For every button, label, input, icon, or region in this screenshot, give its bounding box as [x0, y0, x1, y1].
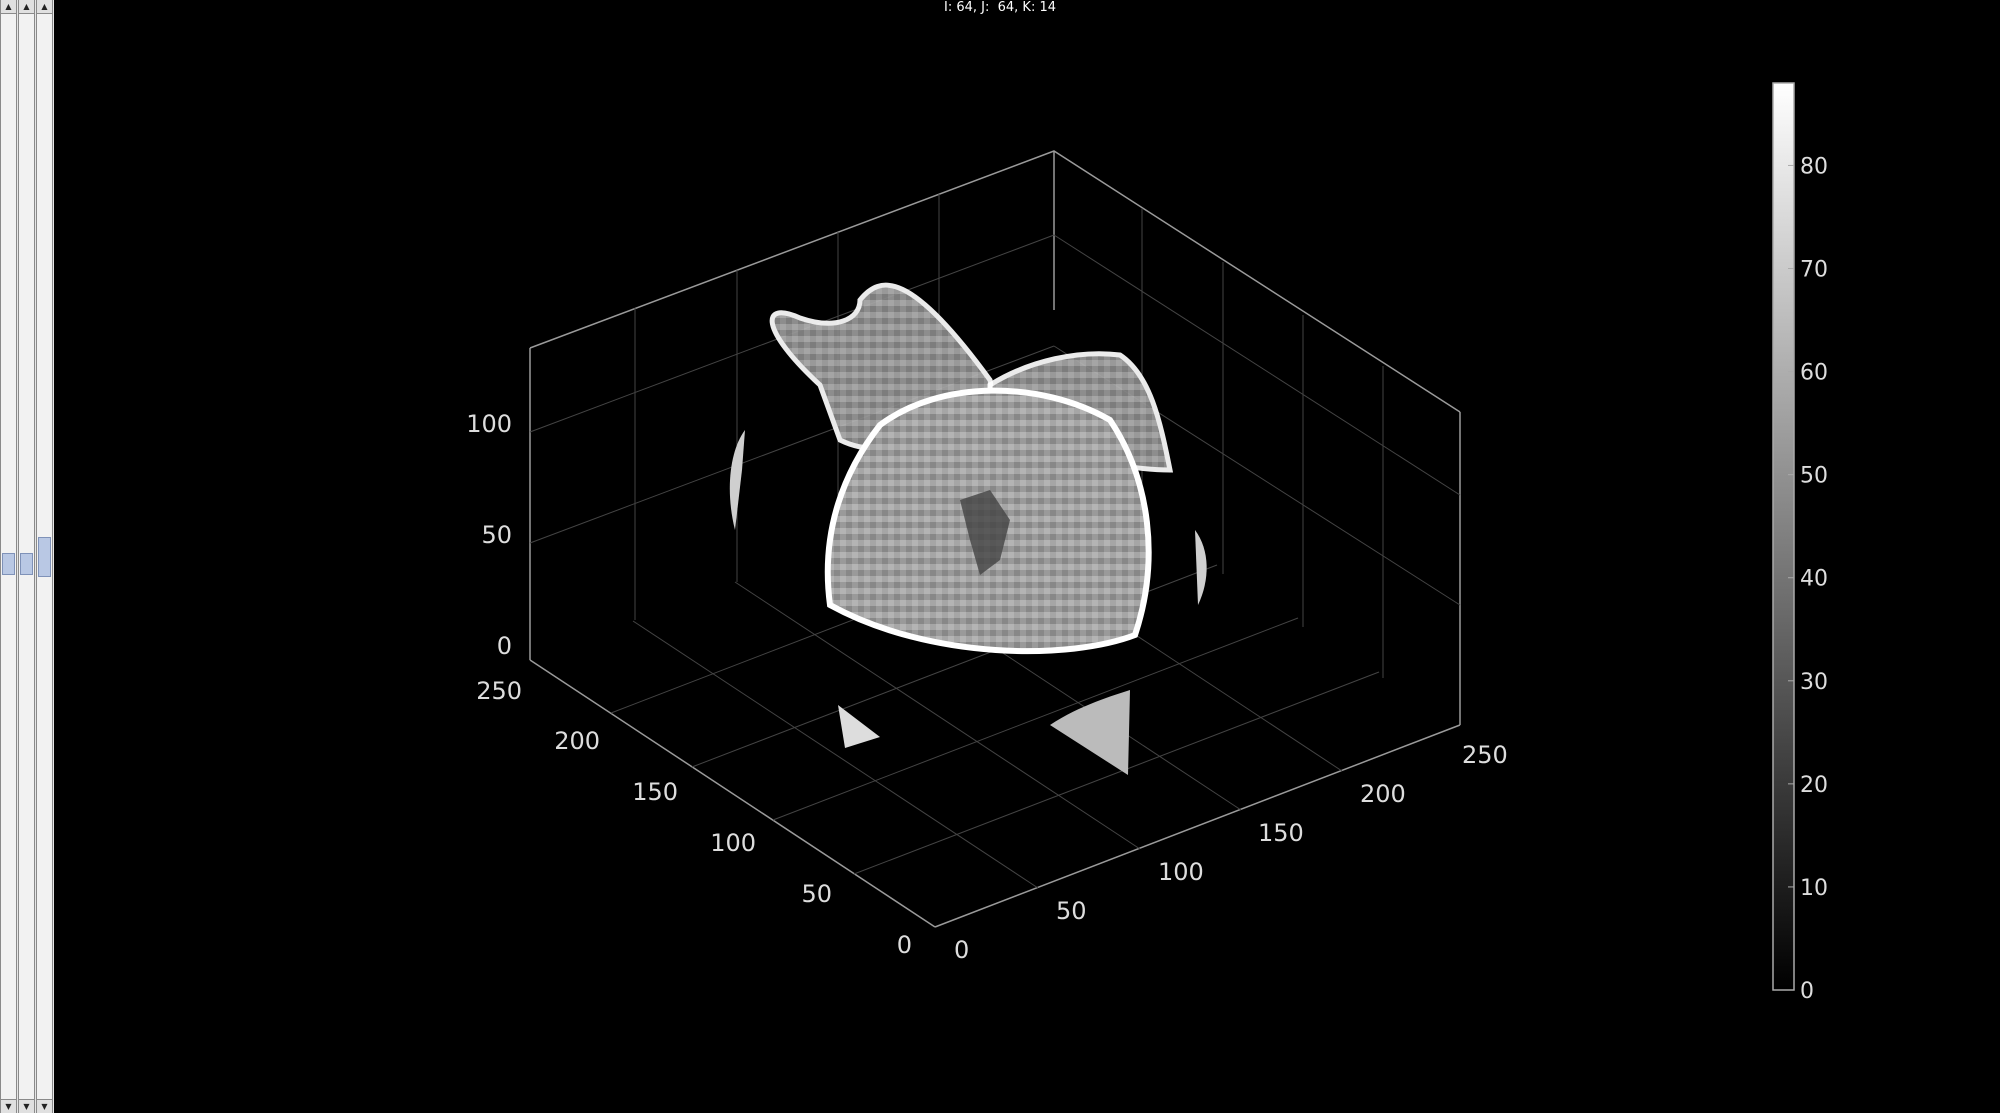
y-tick-label: 250	[476, 677, 522, 705]
y-tick-label: 100	[710, 829, 756, 857]
colorbar-tick-label: 30	[1800, 670, 1828, 695]
z-tick-label: 100	[466, 410, 512, 438]
z-axis-ticks: 0 50 100	[466, 410, 512, 660]
z-tick-label: 50	[481, 521, 512, 549]
scroll-up-arrow-icon[interactable]: ▲	[19, 0, 34, 14]
colorbar-tick-label: 60	[1800, 361, 1828, 386]
slice-edge-artifact	[729, 430, 745, 530]
dark-structure	[960, 490, 1010, 575]
slice-slider-panel: ▲ ▼ ▲ ▼ ▲ ▼	[0, 0, 54, 1113]
x-tick-label: 50	[1056, 897, 1087, 925]
slider-i[interactable]: ▲ ▼	[0, 0, 17, 1113]
box-top-back-edge	[529, 150, 1461, 413]
x-tick-label: 200	[1360, 780, 1406, 808]
scroll-up-arrow-icon[interactable]: ▲	[1, 0, 16, 14]
colorbar-tick-label: 70	[1800, 258, 1828, 283]
x-tick-label: 0	[954, 936, 969, 964]
colorbar-tick-label: 40	[1800, 567, 1828, 592]
x-tick-label: 250	[1462, 741, 1508, 769]
x-tick-label: 150	[1258, 819, 1304, 847]
slider-j[interactable]: ▲ ▼	[18, 0, 35, 1113]
scroll-down-arrow-icon[interactable]: ▼	[1, 1099, 16, 1113]
x-tick-label: 100	[1158, 858, 1204, 886]
y-axis-ticks: 0 50 100 150 200 250	[476, 677, 912, 959]
box-bottom-left-edge	[529, 659, 936, 928]
slider-k[interactable]: ▲ ▼	[36, 0, 53, 1113]
scroll-up-arrow-icon[interactable]: ▲	[37, 0, 52, 14]
colorbar-gradient	[1772, 82, 1795, 991]
axes-box	[529, 150, 1461, 928]
colorbar: 0 10 20 30 40 50 60 70 80	[1772, 82, 1828, 1004]
volume-slices	[729, 282, 1207, 775]
slice-index-readout: I: 64, J: 64, K: 14	[943, 0, 1057, 15]
y-tick-label: 50	[801, 880, 832, 908]
slider-thumb[interactable]	[38, 537, 51, 577]
z-tick-label: 0	[497, 632, 512, 660]
slice-edge-artifact	[838, 705, 880, 748]
y-tick-label: 200	[554, 727, 600, 755]
colorbar-tick-label: 10	[1800, 876, 1828, 901]
colorbar-tick-label: 20	[1800, 773, 1828, 798]
y-tick-label: 0	[897, 931, 912, 959]
colorbar-tick-label: 80	[1800, 154, 1828, 179]
slider-thumb[interactable]	[20, 553, 33, 575]
colorbar-tick-label: 50	[1800, 464, 1828, 489]
scroll-down-arrow-icon[interactable]: ▼	[37, 1099, 52, 1113]
slider-thumb[interactable]	[2, 553, 15, 575]
y-tick-label: 150	[632, 778, 678, 806]
scroll-down-arrow-icon[interactable]: ▼	[19, 1099, 34, 1113]
slice-edge-artifact	[1195, 530, 1207, 605]
x-axis-ticks: 0 50 100 150 200 250	[954, 741, 1508, 964]
slice-edge-artifact	[1050, 690, 1130, 775]
colorbar-tick-label: 0	[1800, 979, 1814, 1004]
box-bottom-right-edge	[934, 724, 1461, 928]
